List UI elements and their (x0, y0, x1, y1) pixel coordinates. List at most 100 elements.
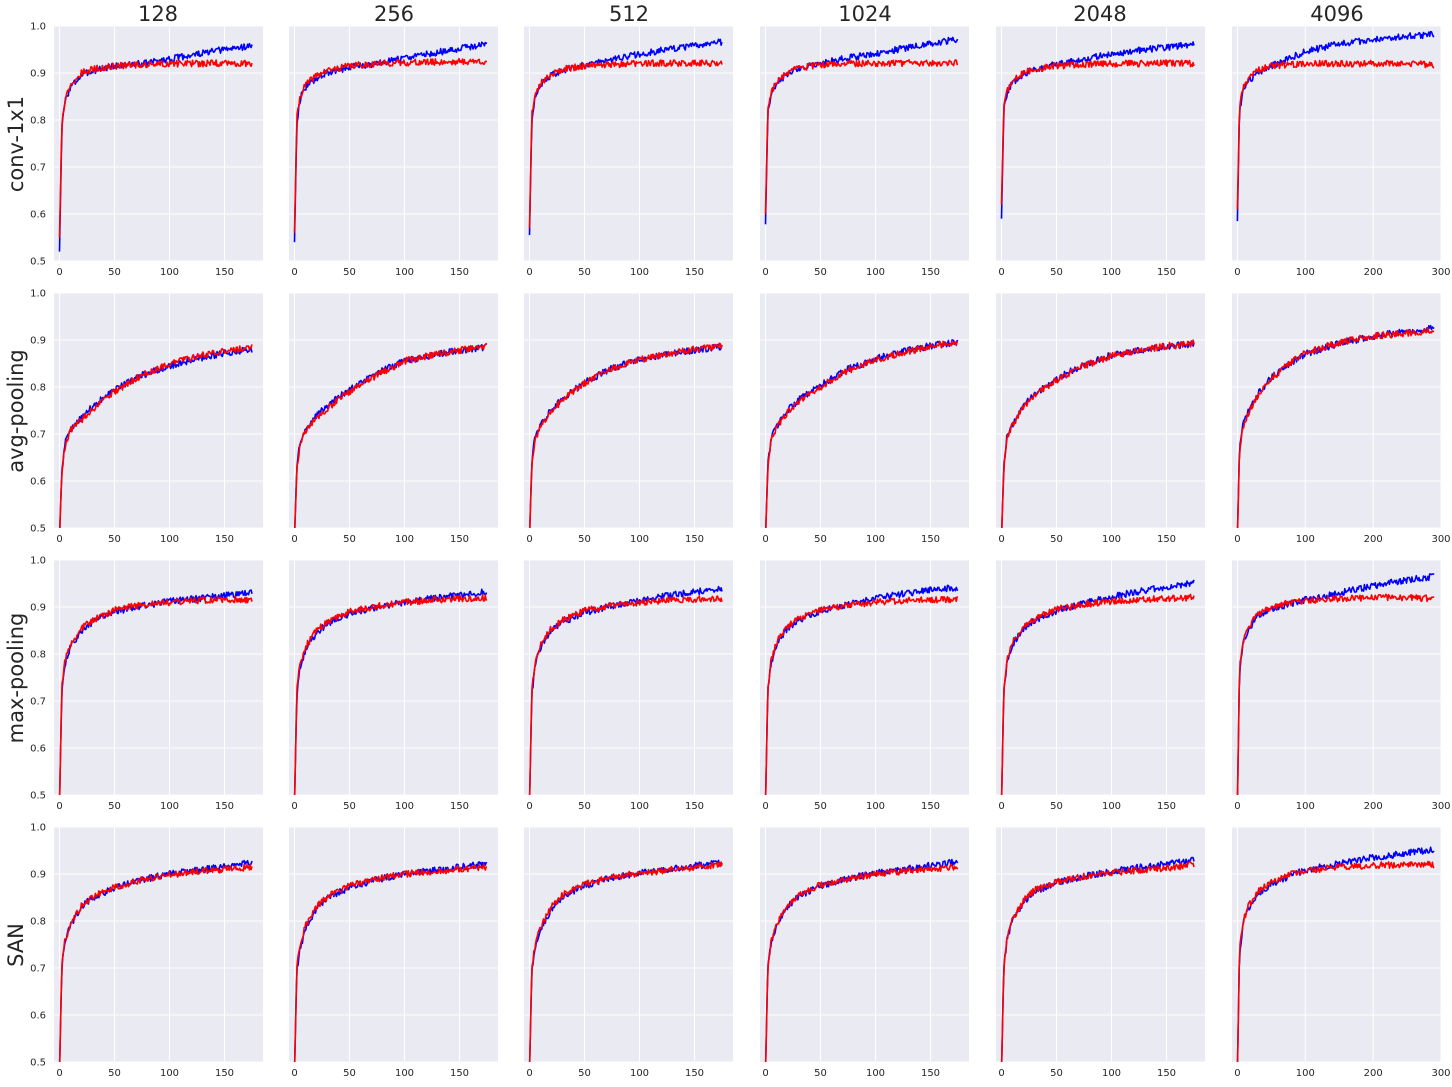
x-tick-label: 50 (578, 534, 591, 545)
subplot-conv-1x1-2048: 0 50 100 150 (996, 25, 1205, 278)
x-tick-label: 150 (450, 1068, 469, 1079)
series-line-red (764, 59, 959, 215)
plot-area (760, 293, 969, 528)
subplot-SAN-2048: 0 50 100 150 (996, 826, 1205, 1079)
x-tick-label: 50 (1050, 1068, 1063, 1079)
subplot-conv-1x1-128: 0.5 0.6 0.7 0.8 0.9 1.0 0 50 100 150 (30, 22, 263, 278)
x-tick-label: 0 (291, 1068, 297, 1079)
series-line-red (1000, 861, 1195, 1062)
column-title-512: 512 (608, 2, 650, 26)
column-title-2048: 2048 (1073, 2, 1127, 26)
series-line-red (764, 596, 959, 795)
x-tick-label: 100 (1296, 267, 1315, 278)
x-tick-label: 0 (1234, 534, 1240, 545)
plot-area (289, 26, 498, 261)
series-line-blue (764, 36, 959, 225)
x-tick-label: 0 (762, 534, 768, 545)
series-line-red (528, 861, 723, 1062)
x-tick-label: 50 (814, 1068, 827, 1079)
x-tick-label: 0 (526, 1068, 532, 1079)
plot-area (289, 560, 498, 795)
series-line-red (529, 342, 723, 528)
x-tick-label: 50 (343, 267, 356, 278)
series-line-red (59, 344, 253, 528)
series-line-blue (765, 339, 959, 528)
y-tick-label: 0.6 (30, 210, 46, 221)
y-tick-label: 0.6 (30, 477, 46, 488)
x-tick-label: 0 (1234, 267, 1240, 278)
x-tick-label: 50 (343, 534, 356, 545)
y-tick-label: 0.5 (30, 257, 46, 268)
x-tick-label: 0 (998, 1068, 1004, 1079)
x-tick-label: 100 (395, 267, 414, 278)
subplot-avg-pooling-256: 0 50 100 150 (289, 292, 498, 545)
series-line-blue (294, 343, 488, 528)
y-tick-label: 1.0 (30, 22, 46, 33)
y-tick-label: 0.8 (30, 383, 46, 394)
x-tick-label: 100 (160, 801, 179, 812)
y-tick-label: 0.6 (30, 1011, 46, 1022)
x-tick-label: 100 (1102, 267, 1121, 278)
x-tick-label: 50 (814, 534, 827, 545)
x-tick-label: 0 (762, 1068, 768, 1079)
subplot-SAN-128: 0.5 0.6 0.7 0.8 0.9 1.0 0 50 100 150 (30, 823, 263, 1079)
y-tick-label: 0.7 (30, 163, 46, 174)
x-tick-label: 150 (685, 534, 704, 545)
subplot-avg-pooling-128: 0.5 0.6 0.7 0.8 0.9 1.0 0 50 100 150 (30, 289, 263, 545)
x-tick-label: 200 (1364, 534, 1383, 545)
x-tick-label: 150 (685, 267, 704, 278)
x-tick-label: 300 (1431, 801, 1450, 812)
x-tick-label: 150 (215, 267, 234, 278)
x-tick-label: 100 (866, 801, 885, 812)
subplot-conv-1x1-4096: 0 100 200 300 (1232, 25, 1451, 278)
subplot-SAN-512: 0 50 100 150 (524, 826, 733, 1079)
x-tick-label: 100 (160, 1068, 179, 1079)
subplot-conv-1x1-512: 0 50 100 150 (524, 25, 733, 278)
x-tick-label: 0 (1234, 801, 1240, 812)
plot-area (996, 293, 1205, 528)
x-tick-label: 150 (450, 267, 469, 278)
series-line-red (1236, 327, 1435, 528)
series-line-red (1236, 860, 1435, 1062)
x-tick-label: 200 (1364, 267, 1383, 278)
x-tick-label: 50 (343, 1068, 356, 1079)
series-line-red (765, 340, 959, 528)
series-line-blue (1236, 846, 1435, 1062)
plot-area (54, 560, 263, 795)
series-line-red (294, 342, 487, 528)
plot-area (54, 827, 263, 1062)
series-line-red (58, 863, 253, 1062)
x-tick-label: 0 (56, 801, 62, 812)
subplot-max-pooling-512: 0 50 100 150 (524, 559, 733, 812)
y-tick-label: 0.5 (30, 524, 46, 535)
x-tick-label: 100 (395, 1068, 414, 1079)
series-line-blue (764, 584, 959, 795)
x-tick-label: 50 (1050, 267, 1063, 278)
x-tick-label: 50 (1050, 801, 1063, 812)
x-tick-label: 150 (921, 267, 940, 278)
y-tick-label: 0.8 (30, 116, 46, 127)
x-tick-label: 100 (395, 534, 414, 545)
x-tick-label: 50 (108, 534, 121, 545)
x-tick-label: 100 (866, 267, 885, 278)
x-tick-label: 50 (108, 801, 121, 812)
x-tick-label: 0 (56, 1068, 62, 1079)
column-title-128: 128 (137, 2, 179, 26)
x-tick-label: 0 (998, 801, 1004, 812)
x-tick-label: 100 (1296, 1068, 1315, 1079)
y-tick-label: 0.7 (30, 430, 46, 441)
x-tick-label: 0 (291, 801, 297, 812)
x-tick-label: 150 (215, 534, 234, 545)
series-line-blue (528, 859, 723, 1062)
x-tick-label: 100 (630, 1068, 649, 1079)
x-tick-label: 150 (685, 1068, 704, 1079)
x-tick-label: 0 (762, 801, 768, 812)
series-line-red (1001, 339, 1195, 528)
x-tick-label: 50 (1050, 534, 1063, 545)
x-tick-label: 0 (526, 801, 532, 812)
series-line-red (528, 595, 723, 795)
x-tick-label: 50 (578, 267, 591, 278)
x-tick-label: 100 (395, 801, 414, 812)
subplot-max-pooling-2048: 0 50 100 150 (996, 559, 1205, 812)
